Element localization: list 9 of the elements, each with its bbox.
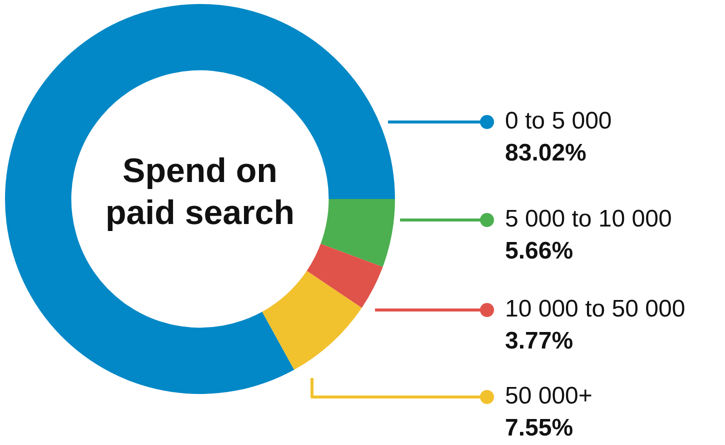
- legend-label: 0 to 5 000: [505, 108, 612, 135]
- legend-label: 50 000+: [505, 382, 592, 410]
- data-label: 5.66%: [505, 238, 574, 265]
- data-label: 3.77%: [505, 328, 574, 355]
- data-label: 83.02%: [505, 140, 586, 167]
- legend-label: 5 000 to 10 000: [505, 206, 672, 233]
- legend-label: 10 000 to 50 000: [505, 296, 686, 323]
- text: Spend on paid search: [104, 151, 296, 234]
- data-label: 7.55%: [505, 414, 574, 442]
